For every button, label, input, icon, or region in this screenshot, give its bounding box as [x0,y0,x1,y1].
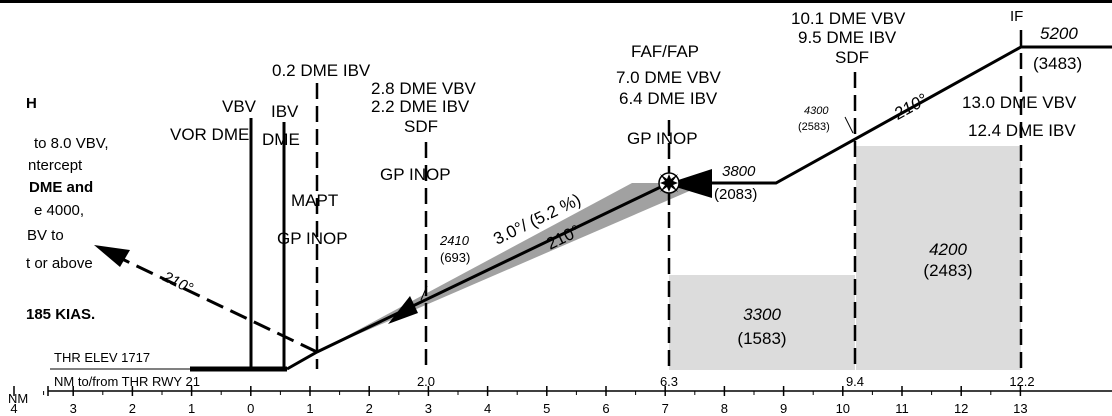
min-height-2483: (2483) [923,261,972,280]
faf-vbv: 7.0 DME VBV [616,68,722,87]
nm-tick-label: 1 [306,401,313,416]
nm-tick-label: 13 [1013,401,1027,416]
sdf-9-4-type: SDF [835,48,869,67]
if-altitude: 5200 [1040,24,1078,43]
missed-line-5: e 4000, [34,202,84,219]
missed-line-9: 185 KIAS. [26,306,95,323]
nm-unit-label: NM [8,391,28,406]
nm-tick-label: 9 [780,401,787,416]
threshold-vor-dme: VOR DME [170,125,249,144]
faf-altitude: 3800 [722,163,756,180]
nm-tick-label: 1 [188,401,195,416]
nm-tick-label: 3 [70,401,77,416]
inbound-course: 210° [890,90,931,124]
threshold-vbv: VBV [222,97,257,116]
min-height-1583: (1583) [737,329,786,348]
nm-mark-6-3: 6.3 [660,374,678,389]
nm-tick-label: 12 [954,401,968,416]
sdf-2-0-gp-inop: GP INOP [380,165,451,184]
missed-course-label: 210° [159,268,195,297]
descent-arrow [388,296,418,324]
min-altitude-area-3300 [669,275,855,370]
missed-line-7: t or above [26,255,93,272]
sdf-2-0-crossing-height: (693) [440,250,470,265]
nm-tick-label: 10 [836,401,850,416]
nm-tick-label: 2 [129,401,136,416]
mapt-gp-inop: GP INOP [277,229,348,248]
if-dme-ibv: 12.4 DME IBV [968,121,1076,140]
sdf-2-0-vbv: 2.8 DME VBV [371,79,477,98]
glidepath-course: 210° [543,221,583,253]
sdf-9-4-vbv: 10.1 DME VBV [791,9,906,28]
mapt-dme-ibv: 0.2 DME IBV [272,61,371,80]
nm-tick-label: 3 [425,401,432,416]
if-height: (3483) [1033,54,1082,73]
sdf-2-0-ibv: 2.2 DME IBV [371,97,470,116]
nm-mark-9-4: 9.4 [846,374,864,389]
maltese-cross-icon [658,172,680,194]
min-altitude-area-4200 [856,146,1021,370]
inbound-arrow [666,169,712,198]
missed-line-6: BV to [27,227,64,244]
if-dme-vbv: 13.0 DME VBV [962,93,1077,112]
nm-tick-label: 8 [721,401,728,416]
nm-tick-label: 5 [543,401,550,416]
nm-scale-title: NM to/from THR RWY 21 [54,374,200,389]
threshold-elevation: THR ELEV 1717 [54,350,150,365]
faf-gp-inop: GP INOP [627,129,698,148]
threshold-dme: DME [262,130,300,149]
nm-tick-group: 4 3 2 1 0 1 2 3 4 5 6 7 8 9 10 11 12 13 [10,386,1028,416]
faf-type: FAF/FAP [631,42,699,61]
sdf-9-4-ibv: 9.5 DME IBV [798,28,897,47]
min-alt-3300: 3300 [743,305,781,324]
sdf-2-0-crossing-leader [420,285,428,301]
nm-mark-12-2: 12.2 [1009,374,1034,389]
sdf-2-0-type: SDF [404,117,438,136]
faf-height: (2083) [714,186,757,203]
faf-ibv: 6.4 DME IBV [619,89,718,108]
nm-tick-label: 0 [247,401,254,416]
nm-tick-label: 4 [484,401,491,416]
nm-tick-label: 11 [895,401,909,416]
missed-approach-course [119,256,318,354]
min-alt-4200: 4200 [929,240,967,259]
glidepath-wedge [317,183,708,352]
nm-tick-label: 7 [662,401,669,416]
descent-path [286,45,1112,371]
sdf-9-4-crossing-height: (2583) [798,121,830,133]
nm-tick-label: 2 [366,401,373,416]
missed-line-2: to 8.0 VBV, [34,135,109,152]
sdf-crossing-leader [844,116,854,134]
missed-line-3: ntercept [28,157,83,174]
nm-tick-label: 4 [10,401,17,416]
nm-tick-label: 6 [602,401,609,416]
sdf-9-4-crossing-alt: 4300 [804,105,829,117]
nm-mark-2-0: 2.0 [417,374,435,389]
missed-line-1: H [26,95,37,112]
threshold-ibv: IBV [271,102,299,121]
sdf-2-0-crossing-alt: 2410 [439,233,470,248]
missed-approach-arrow [94,245,130,267]
if-label: IF [1010,8,1023,25]
missed-line-4: DME and [29,179,93,196]
mapt-label: MAPT [291,191,338,210]
